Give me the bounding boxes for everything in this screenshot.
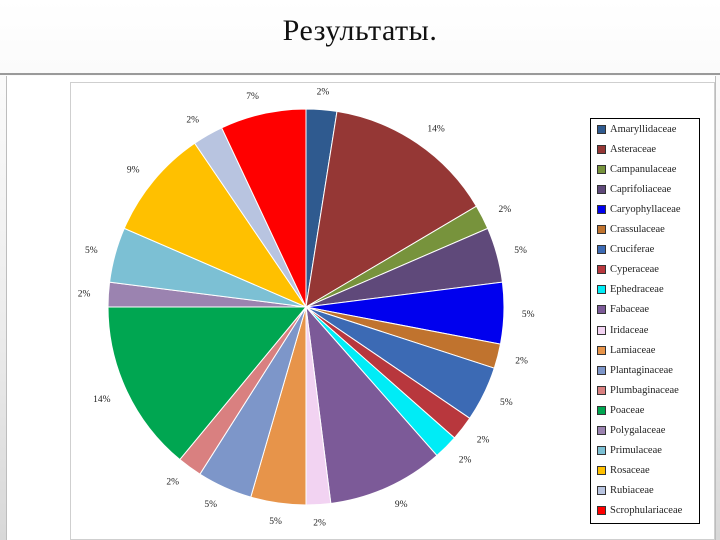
legend-label: Cruciferae xyxy=(610,244,655,256)
legend-label: Amaryllidaceae xyxy=(610,123,677,135)
pie-slice-rosaceae xyxy=(123,142,308,309)
legend-item-cyperaceae: Cyperaceae xyxy=(597,263,659,277)
legend-swatch xyxy=(597,144,606,154)
legend-swatch xyxy=(597,486,606,496)
legend-item-amaryllidaceae: Amaryllidaceae xyxy=(597,122,676,136)
legend-swatch xyxy=(597,365,606,375)
pie-slice-scrophulariaceae xyxy=(221,108,307,308)
legend-swatch xyxy=(597,446,606,456)
legend-swatch xyxy=(597,285,606,295)
legend-item-iridaceae: Iridaceae xyxy=(597,323,648,337)
legend-label: Scrophulariaceae xyxy=(610,505,683,517)
legend-item-polygalaceae: Polygalaceae xyxy=(597,424,665,438)
legend-label: Caprifoliaceae xyxy=(610,183,672,195)
legend-item-asteraceae: Asteraceae xyxy=(597,142,656,156)
legend-item-fabaceae: Fabaceae xyxy=(597,303,649,317)
legend-item-caryophyllaceae: Caryophyllaceae xyxy=(597,202,681,216)
legend-swatch xyxy=(597,184,606,194)
legend-label: Caryophyllaceae xyxy=(610,203,681,215)
data-label-cyperaceae: 2% xyxy=(477,435,490,445)
legend-item-plantaginaceae: Plantaginaceae xyxy=(597,363,673,377)
legend-swatch xyxy=(597,204,606,214)
title-divider xyxy=(0,73,720,75)
legend-label: Lamiaceae xyxy=(610,344,656,356)
legend-swatch xyxy=(597,265,606,275)
legend-item-plumbaginaceae: Plumbaginaceae xyxy=(597,383,679,397)
legend-item-crassulaceae: Crassulaceae xyxy=(597,223,665,237)
data-label-campanulaceae: 2% xyxy=(499,205,512,215)
legend-item-lamiaceae: Lamiaceae xyxy=(597,343,655,357)
data-label-polygalaceae: 2% xyxy=(78,289,91,299)
legend-item-cruciferae: Cruciferae xyxy=(597,243,654,257)
data-label-plumbaginaceae: 2% xyxy=(166,478,179,488)
legend-label: Cyperaceae xyxy=(610,264,659,276)
pie-slice-asteraceae xyxy=(305,110,478,308)
legend-item-poaceae: Poaceae xyxy=(597,403,644,417)
legend-item-scrophulariaceae: Scrophulariaceae xyxy=(597,504,682,518)
data-label-scrophulariaceae: 7% xyxy=(246,92,259,102)
legend-swatch xyxy=(597,245,606,255)
data-label-rubiaceae: 2% xyxy=(186,115,199,125)
legend-swatch xyxy=(597,305,606,315)
legend-label: Plantaginaceae xyxy=(610,364,673,376)
legend-label: Fabaceae xyxy=(610,304,650,316)
legend-label: Rosaceae xyxy=(610,465,650,477)
legend-item-rubiaceae: Rubiaceae xyxy=(597,484,654,498)
legend-swatch xyxy=(597,225,606,234)
legend-item-caprifoliaceae: Caprifoliaceae xyxy=(597,182,671,196)
legend-swatch xyxy=(597,164,606,174)
legend-label: Iridaceae xyxy=(610,324,649,336)
data-label-plantaginaceae: 5% xyxy=(204,500,217,510)
legend-item-primulaceae: Primulaceae xyxy=(597,444,662,458)
legend-label: Primulaceae xyxy=(610,445,662,457)
legend-swatch xyxy=(597,325,606,335)
legend-swatch xyxy=(597,466,606,476)
data-label-amaryllidaceae: 2% xyxy=(317,88,330,98)
data-label-rosaceae: 9% xyxy=(127,165,140,175)
legend-swatch xyxy=(597,506,606,516)
legend-label: Campanulaceae xyxy=(610,163,677,175)
legend-label: Poaceae xyxy=(610,404,645,416)
data-label-poaceae: 14% xyxy=(93,395,111,405)
data-label-fabaceae: 9% xyxy=(395,500,408,510)
chart-legend: Amaryllidaceae Asteraceae Campanulaceae Cap… xyxy=(590,118,700,524)
data-label-asteraceae: 14% xyxy=(427,124,445,134)
legend-label: Polygalaceae xyxy=(610,425,666,436)
data-label-iridaceae: 2% xyxy=(313,519,326,529)
data-label-cruciferae: 5% xyxy=(500,398,513,408)
legend-swatch xyxy=(597,405,606,415)
legend-label: Ephedraceae xyxy=(610,284,664,296)
legend-item-rosaceae: Rosaceae xyxy=(597,464,650,478)
legend-swatch xyxy=(597,345,606,355)
data-label-crassulaceae: 2% xyxy=(515,357,528,367)
legend-swatch xyxy=(597,124,606,134)
legend-swatch xyxy=(597,426,606,435)
pie-slice-fabaceae xyxy=(305,305,438,504)
data-label-lamiaceae: 5% xyxy=(269,517,282,527)
legend-label: Plumbaginaceae xyxy=(610,384,679,396)
legend-item-ephedraceae: Ephedraceae xyxy=(597,283,664,297)
legend-label: Crassulaceae xyxy=(610,224,665,235)
legend-label: Rubiaceae xyxy=(610,485,654,497)
data-label-caprifoliaceae: 5% xyxy=(514,246,527,256)
legend-label: Asteraceae xyxy=(610,143,657,155)
slide-title: Результаты. xyxy=(282,14,438,47)
legend-swatch xyxy=(597,385,606,395)
data-label-caryophyllaceae: 5% xyxy=(522,310,535,320)
pie-slice-poaceae xyxy=(107,306,308,461)
data-label-ephedraceae: 2% xyxy=(459,456,472,466)
legend-item-campanulaceae: Campanulaceae xyxy=(597,162,676,176)
data-label-primulaceae: 5% xyxy=(85,246,98,256)
